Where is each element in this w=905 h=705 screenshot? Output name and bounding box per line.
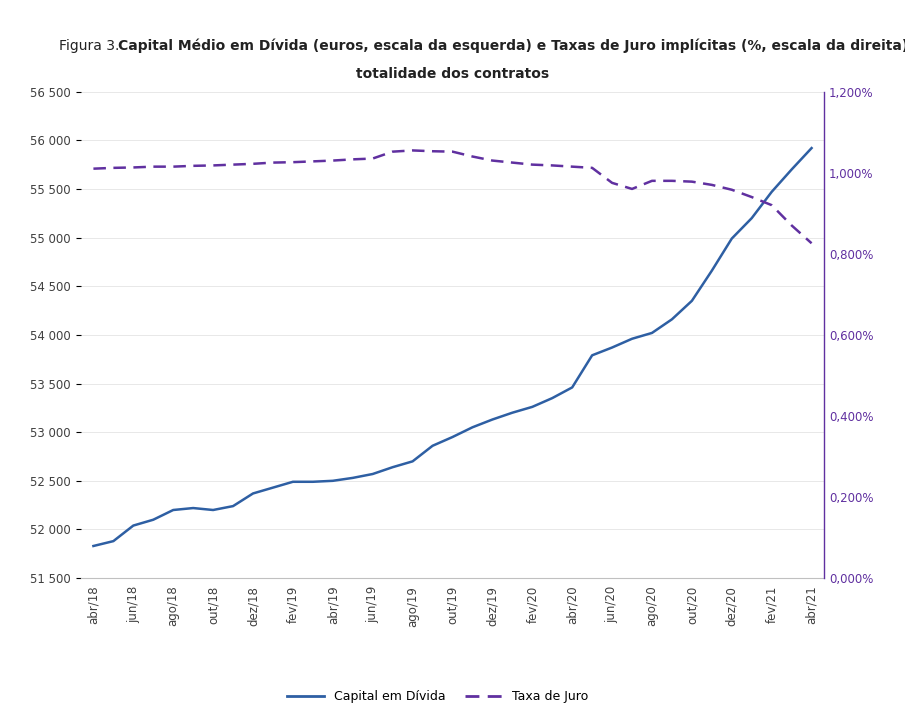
Text: Figura 3.: Figura 3. [59,39,124,53]
Text: Capital Médio em Dívida (euros, escala da esquerda) e Taxas de Juro implícitas (: Capital Médio em Dívida (euros, escala d… [118,39,905,54]
Legend: Capital em Dívida, Taxa de Juro: Capital em Dívida, Taxa de Juro [281,685,594,705]
Text: totalidade dos contratos: totalidade dos contratos [356,67,549,81]
